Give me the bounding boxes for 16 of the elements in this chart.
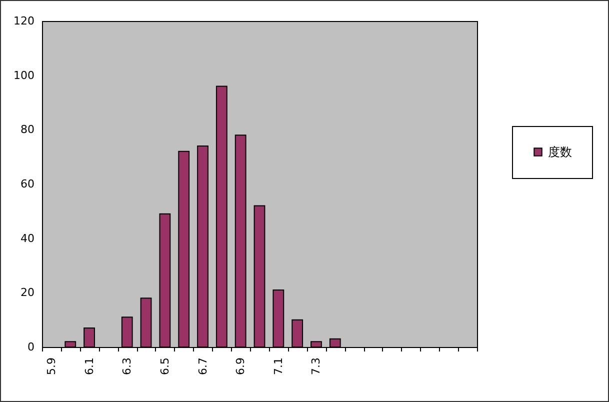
y-tick-label: 120: [14, 14, 34, 28]
x-tick-label: 5.9: [44, 358, 58, 375]
x-tick-label: 6.1: [82, 358, 96, 375]
x-tick-label: 6.5: [158, 358, 172, 375]
x-tick-label: 7.3: [310, 358, 323, 375]
legend-label: 度数: [548, 145, 572, 159]
y-tick-label: 80: [20, 123, 34, 136]
y-tick-label: 60: [20, 178, 34, 190]
y-tick-label: 0: [28, 340, 34, 354]
x-tick-label: 6.7: [196, 358, 210, 375]
y-tick-label: 100: [14, 68, 34, 82]
x-tick-label: 6.9: [234, 358, 248, 375]
y-tick-label: 20: [20, 286, 34, 300]
y-tick-label: 40: [20, 232, 34, 245]
x-tick-label: 6.3: [120, 358, 134, 375]
x-tick-label: 7.1: [272, 358, 285, 375]
